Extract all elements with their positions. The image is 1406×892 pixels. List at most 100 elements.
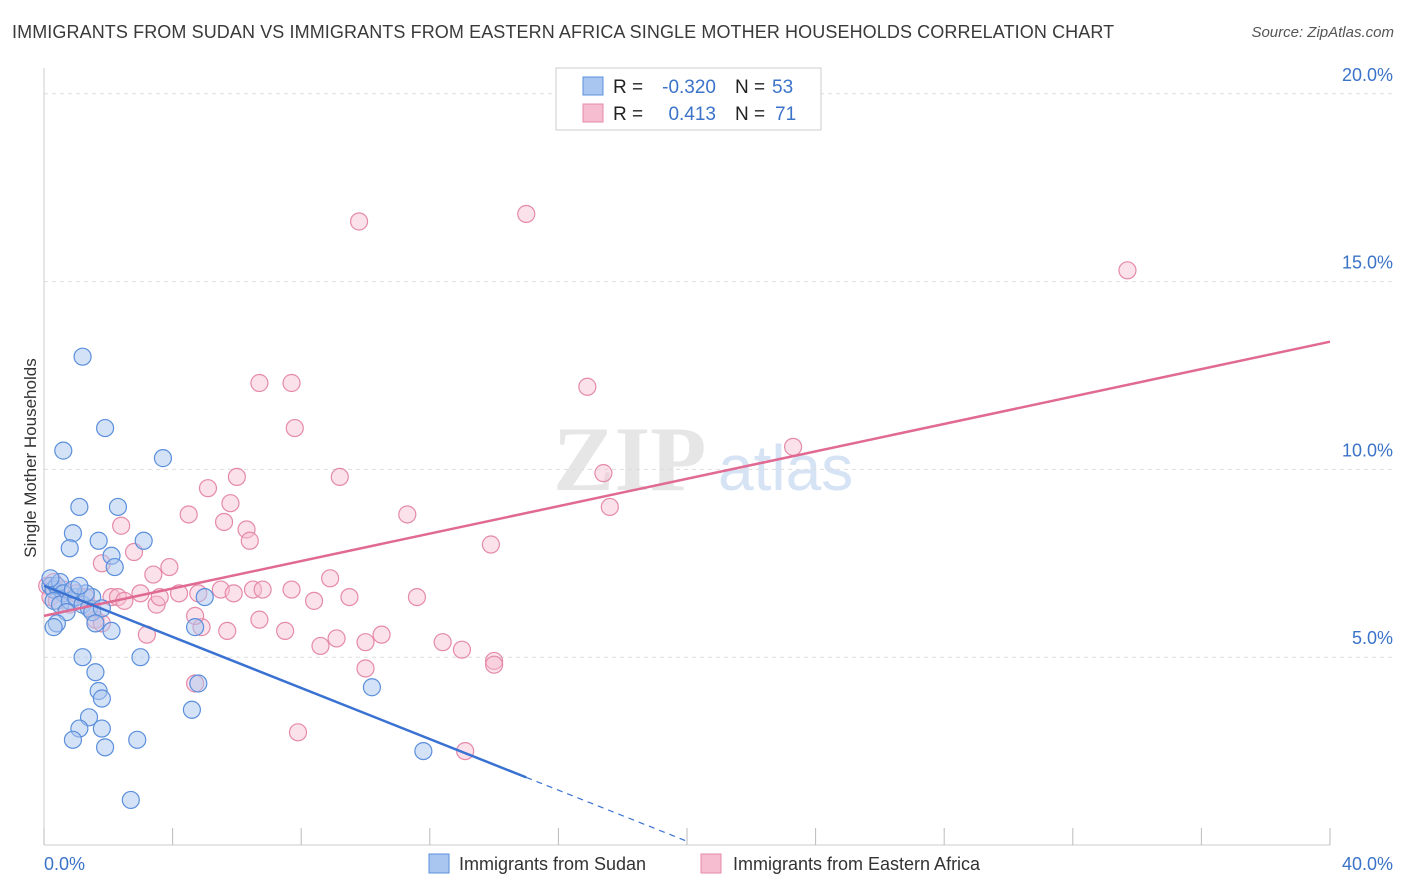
chart-title: IMMIGRANTS FROM SUDAN VS IMMIGRANTS FROM… bbox=[12, 22, 1115, 42]
eastern-africa-point bbox=[327, 629, 346, 648]
eastern-africa-point bbox=[276, 621, 295, 641]
y-tick-label: 20.0% bbox=[1342, 65, 1393, 85]
sudan-point bbox=[86, 614, 105, 633]
legend-r-value-2: 0.413 bbox=[668, 104, 716, 125]
eastern-africa-point bbox=[250, 373, 269, 393]
eastern-africa-point bbox=[578, 377, 597, 396]
eastern-africa-point bbox=[218, 621, 237, 641]
eastern-africa-point bbox=[282, 373, 301, 393]
y-tick-label: 10.0% bbox=[1342, 440, 1393, 460]
eastern-africa-point bbox=[407, 587, 427, 607]
sudan-point bbox=[134, 531, 153, 550]
sudan-point bbox=[73, 347, 92, 366]
eastern-africa-point bbox=[783, 437, 803, 456]
eastern-africa-point bbox=[160, 557, 179, 577]
sudan-point bbox=[70, 576, 89, 595]
eastern-africa-point bbox=[179, 505, 198, 524]
eastern-africa-point bbox=[372, 625, 391, 644]
eastern-africa-point bbox=[240, 531, 259, 550]
sudan-point bbox=[153, 449, 173, 468]
sudan-point bbox=[414, 741, 433, 761]
watermark-zip: ZIP bbox=[553, 408, 706, 510]
eastern-africa-point bbox=[304, 591, 324, 610]
sudan-point bbox=[195, 587, 214, 607]
legend-n-value-1: 53 bbox=[772, 77, 793, 98]
sudan-point bbox=[95, 418, 115, 438]
x-tick-label-start: 0.0% bbox=[44, 854, 85, 874]
eastern-africa-point bbox=[221, 494, 240, 513]
y-tick-labels: 5.0% 10.0% 15.0% 20.0% bbox=[1342, 65, 1393, 648]
eastern-africa-point bbox=[340, 587, 359, 607]
sudan-point bbox=[41, 569, 60, 588]
sudan-point bbox=[73, 648, 92, 667]
axes bbox=[43, 68, 1331, 846]
eastern-africa-point bbox=[112, 516, 131, 535]
legend-n-label-2: N = bbox=[735, 104, 765, 125]
sudan-point bbox=[63, 524, 83, 543]
bottom-legend-label-sudan: Immigrants from Sudan bbox=[459, 854, 646, 874]
trend-line-eastern-africa bbox=[43, 340, 1331, 618]
sudan-point bbox=[131, 648, 150, 667]
sudan-point bbox=[44, 618, 63, 637]
bottom-legend-swatch-sudan bbox=[428, 853, 450, 874]
eastern-africa-point bbox=[253, 580, 272, 599]
eastern-africa-point bbox=[356, 659, 375, 678]
eastern-africa-point bbox=[237, 520, 256, 539]
sudan-point bbox=[121, 790, 140, 810]
eastern-africa-point bbox=[600, 497, 619, 517]
sudan-point bbox=[86, 663, 105, 682]
eastern-africa-point bbox=[433, 633, 452, 652]
sudan-point bbox=[128, 730, 147, 749]
eastern-africa-point bbox=[144, 565, 163, 584]
legend-n-label-1: N = bbox=[735, 77, 765, 98]
sudan-point bbox=[102, 621, 121, 641]
eastern-africa-point bbox=[243, 580, 263, 599]
eastern-africa-point bbox=[452, 640, 472, 659]
y-axis-label: Single Mother Households bbox=[21, 358, 40, 557]
sudan-point bbox=[108, 497, 128, 517]
legend-r-value-1: -0.320 bbox=[662, 77, 716, 98]
eastern-africa-point bbox=[321, 569, 340, 588]
sudan-point bbox=[63, 730, 83, 749]
eastern-africa-point bbox=[311, 636, 330, 656]
sudan-point bbox=[95, 738, 115, 757]
eastern-africa-point bbox=[1118, 261, 1137, 280]
sudan-point bbox=[362, 678, 382, 697]
sudan-point bbox=[70, 497, 89, 517]
eastern-africa-point bbox=[517, 204, 536, 224]
eastern-africa-point bbox=[288, 723, 308, 742]
y-tick-label: 15.0% bbox=[1342, 253, 1393, 273]
legend-swatch-eastern-africa bbox=[582, 103, 604, 123]
eastern-africa-point bbox=[285, 418, 304, 438]
eastern-africa-point bbox=[485, 655, 504, 674]
correlation-legend: R = -0.320 N = 53 R = 0.413 N = 71 bbox=[555, 67, 822, 131]
sudan-point bbox=[182, 700, 201, 719]
sudan-point bbox=[186, 618, 205, 637]
sudan-point bbox=[189, 674, 208, 693]
trend-line-sudan-extension bbox=[526, 776, 688, 842]
legend-r-label-1: R = bbox=[613, 77, 643, 98]
eastern-africa-point bbox=[198, 479, 218, 498]
sudan-point bbox=[89, 531, 108, 550]
legend-r-label-2: R = bbox=[613, 104, 643, 125]
sudan-point bbox=[92, 689, 111, 708]
eastern-africa-point bbox=[594, 464, 613, 483]
eastern-africa-point bbox=[214, 512, 234, 532]
bottom-legend-swatch-eastern-africa bbox=[700, 853, 722, 874]
sudan-point bbox=[92, 719, 111, 738]
sudan-point bbox=[105, 557, 124, 577]
eastern-africa-point bbox=[349, 212, 369, 231]
x-tick-label-end: 40.0% bbox=[1342, 854, 1393, 874]
series-legend: Immigrants from Sudan Immigrants from Ea… bbox=[428, 853, 981, 874]
eastern-africa-point bbox=[250, 610, 269, 629]
bottom-legend-label-eastern-africa: Immigrants from Eastern Africa bbox=[733, 854, 981, 874]
sudan-point bbox=[60, 539, 79, 558]
source-credit: Source: ZipAtlas.com bbox=[1251, 24, 1394, 41]
eastern-africa-point bbox=[227, 467, 246, 487]
eastern-africa-point bbox=[224, 584, 243, 603]
trend-line-sudan bbox=[43, 584, 527, 779]
eastern-africa-point bbox=[481, 535, 500, 554]
legend-swatch-sudan bbox=[582, 76, 604, 96]
sudan-point bbox=[54, 441, 73, 460]
